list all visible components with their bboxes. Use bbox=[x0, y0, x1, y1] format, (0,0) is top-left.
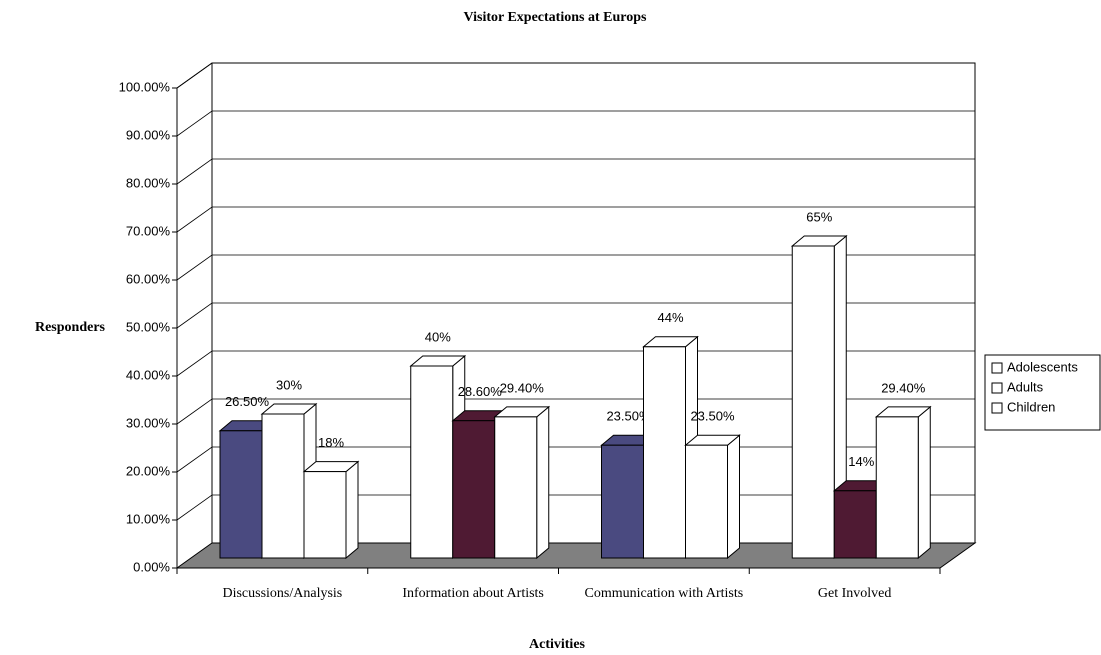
bar bbox=[410, 365, 454, 559]
bar bbox=[833, 490, 877, 559]
bar bbox=[875, 416, 919, 559]
y-tick-label: 80.00% bbox=[126, 175, 171, 190]
y-tick-label: 40.00% bbox=[126, 367, 171, 382]
grid-line bbox=[176, 350, 975, 377]
bar bbox=[791, 245, 835, 559]
grid-line bbox=[176, 62, 975, 89]
y-tick-label: 90.00% bbox=[126, 127, 171, 142]
legend-swatch bbox=[991, 362, 1003, 374]
data-label: 29.40% bbox=[500, 380, 545, 395]
y-axis-label: Responders bbox=[35, 320, 106, 335]
y-tick-label: 20.00% bbox=[126, 463, 171, 478]
data-label: 18% bbox=[318, 435, 344, 450]
y-tick-label: 60.00% bbox=[126, 271, 171, 286]
chart-title: Visitor Expectations at Europs bbox=[464, 10, 647, 25]
bar-side bbox=[536, 405, 550, 560]
bar bbox=[219, 430, 263, 559]
legend-label: Adolescents bbox=[1007, 359, 1078, 374]
x-tick-label: Information about Artists bbox=[402, 586, 544, 601]
bar bbox=[685, 444, 728, 559]
bar bbox=[643, 346, 686, 559]
grid-line bbox=[176, 110, 975, 137]
data-label: 65% bbox=[806, 209, 832, 224]
grid-line bbox=[176, 254, 975, 281]
data-label: 26.50% bbox=[225, 394, 270, 409]
bar-side bbox=[917, 405, 931, 560]
grid-line bbox=[176, 398, 975, 425]
data-label: 40% bbox=[425, 329, 451, 344]
bar-side bbox=[345, 460, 359, 560]
data-label: 28.60% bbox=[458, 384, 503, 399]
data-label: 14% bbox=[848, 454, 874, 469]
y-tick-label: 50.00% bbox=[126, 319, 171, 334]
legend: Adolescents Adults Children bbox=[984, 354, 1101, 431]
x-tick-label: Communication with Artists bbox=[584, 586, 744, 601]
x-tick-label: Get Involved bbox=[817, 586, 892, 601]
legend-swatch bbox=[991, 382, 1003, 394]
y-tick-label: 30.00% bbox=[126, 415, 171, 430]
data-label: 23.50% bbox=[690, 409, 735, 424]
data-label: 30% bbox=[276, 377, 302, 392]
bar bbox=[494, 416, 538, 559]
grid-line bbox=[176, 302, 975, 329]
bar bbox=[303, 471, 347, 559]
x-tick-label: Discussions/Analysis bbox=[222, 586, 343, 601]
bar-side bbox=[727, 434, 740, 560]
bar bbox=[601, 444, 644, 559]
bar bbox=[452, 420, 496, 559]
data-label: 23.50% bbox=[606, 409, 651, 424]
data-label: 44% bbox=[657, 310, 683, 325]
y-tick-label: 70.00% bbox=[126, 223, 171, 238]
y-tick-label: 10.00% bbox=[126, 511, 171, 526]
legend-label: Adults bbox=[1007, 379, 1044, 394]
y-tick-label: 0.00% bbox=[133, 559, 170, 574]
grid-line bbox=[176, 206, 975, 233]
legend-swatch bbox=[991, 402, 1003, 414]
y-tick-label: 100.00% bbox=[119, 79, 171, 94]
data-label: 29.40% bbox=[881, 380, 926, 395]
x-axis-label: Activities bbox=[529, 637, 586, 652]
legend-box bbox=[984, 354, 1101, 431]
legend-label: Children bbox=[1007, 399, 1055, 414]
bar bbox=[261, 413, 305, 559]
grid-line bbox=[176, 158, 975, 185]
